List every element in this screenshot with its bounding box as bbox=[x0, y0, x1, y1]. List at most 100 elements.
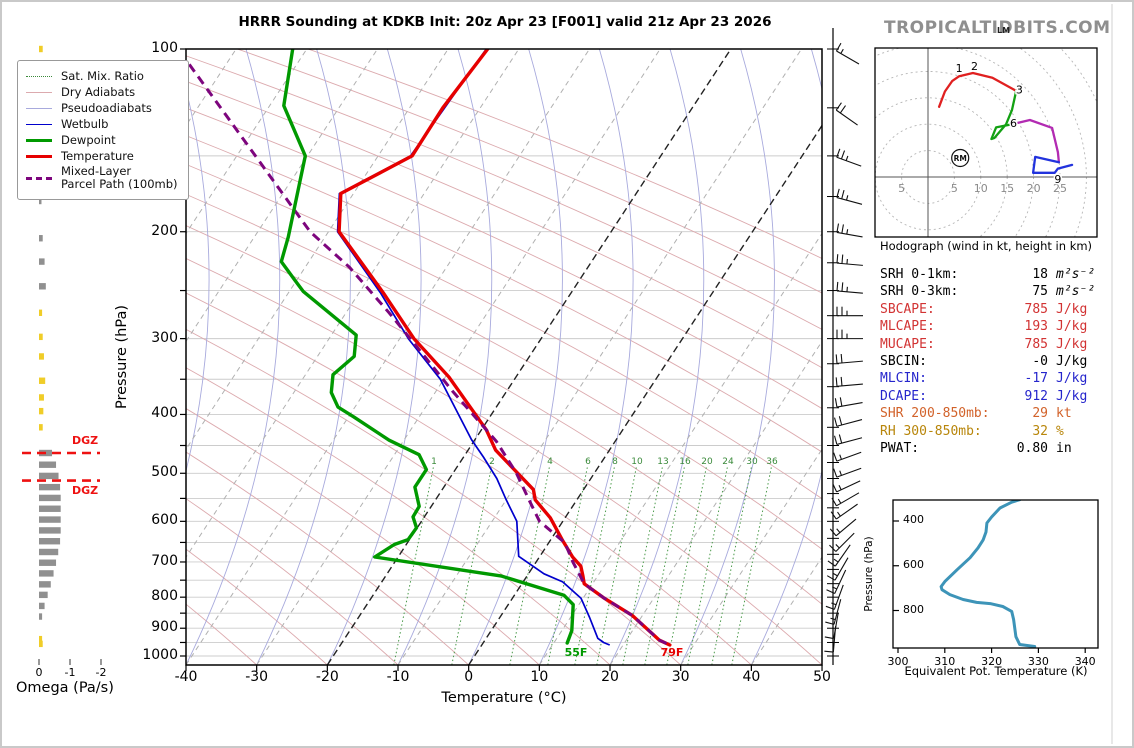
wind-barb bbox=[829, 518, 857, 537]
wind-barb bbox=[834, 416, 863, 427]
pressure-tick-label: 800 bbox=[151, 588, 178, 605]
temperature-tick-label: 20 bbox=[601, 669, 619, 685]
wind-barb bbox=[826, 557, 849, 581]
omega-bar bbox=[39, 377, 46, 384]
legend-label: Sat. Mix. Ratio bbox=[61, 69, 144, 83]
theta-e-pressure-tick: 600 bbox=[903, 557, 924, 571]
omega-bar bbox=[39, 394, 44, 401]
omega-bar bbox=[39, 309, 43, 316]
pressure-tick-label: 400 bbox=[151, 405, 178, 422]
left-mover-marker: LM bbox=[997, 26, 1011, 35]
legend: Sat. Mix. Ratio Dry Adiabats Pseudoadiab… bbox=[17, 60, 189, 201]
svg-text:10: 10 bbox=[974, 182, 988, 195]
hodograph-trace-6-9km bbox=[1010, 118, 1061, 164]
omega-bar bbox=[39, 559, 57, 566]
wind-barb bbox=[824, 626, 837, 653]
stat-row: RH 300-850mb: 32% bbox=[880, 423, 1064, 439]
hodograph-caption: Hodograph (wind in kt, height in km) bbox=[879, 239, 1093, 253]
pressure-tick-label: 700 bbox=[151, 552, 178, 569]
svg-text:2: 2 bbox=[971, 60, 978, 73]
mixing-ratio-label: 13 bbox=[657, 457, 669, 467]
omega-bar bbox=[39, 640, 43, 648]
hodograph-trace-0-3km bbox=[937, 71, 1018, 108]
mixing-ratio-label: 1 bbox=[431, 457, 437, 467]
wind-barb bbox=[833, 467, 862, 478]
pressure-tick-label: 500 bbox=[151, 464, 178, 481]
svg-text:15: 15 bbox=[1000, 182, 1014, 195]
stat-row: SRH 0-1km: 18 m²s⁻² bbox=[880, 267, 1096, 282]
watermark: TROPICALTIDBITS.COM bbox=[884, 18, 1111, 38]
omega-bar bbox=[39, 472, 59, 480]
omega-bar bbox=[39, 333, 43, 341]
wind-barb bbox=[830, 503, 858, 520]
wind-barb bbox=[836, 306, 863, 317]
wind-barb bbox=[826, 569, 847, 595]
surface-dewpoint-label: 55F bbox=[564, 646, 588, 659]
wind-barb bbox=[834, 434, 863, 445]
omega-bar bbox=[39, 581, 51, 588]
stat-row: MLCAPE: 193 J/kg bbox=[880, 319, 1088, 335]
omega-tick-label: -1 bbox=[64, 666, 76, 679]
parcel-path-line-icon bbox=[26, 176, 52, 180]
omega-bar bbox=[39, 45, 43, 53]
theta-e-temp-tick: 340 bbox=[1074, 655, 1096, 668]
temperature-line-icon bbox=[26, 154, 52, 158]
omega-bar bbox=[39, 461, 57, 468]
hodograph-trace-9-12km bbox=[1031, 155, 1074, 174]
wind-barb bbox=[836, 329, 863, 340]
omega-bar bbox=[39, 635, 43, 643]
pressure-tick-label: 900 bbox=[151, 619, 178, 636]
mixing-ratio-label: 2 bbox=[489, 457, 495, 467]
stat-row: SBCIN: -0 J/kg bbox=[880, 354, 1088, 370]
omega-tick-label: 0 bbox=[35, 666, 43, 679]
wind-barb bbox=[829, 532, 855, 552]
omega-bar bbox=[39, 505, 61, 512]
surface-temperature-label: 79F bbox=[660, 646, 684, 659]
wetbulb-line-icon bbox=[26, 123, 52, 125]
stat-row: MLCIN: -17 J/kg bbox=[880, 371, 1088, 387]
legend-item-dewpoint: Dewpoint bbox=[26, 133, 180, 147]
legend-item-wetbulb: Wetbulb bbox=[26, 117, 180, 131]
dewpoint-line-icon bbox=[26, 138, 52, 142]
pressure-tick-label: 600 bbox=[151, 512, 178, 529]
legend-label: Pseudoadiabats bbox=[61, 101, 152, 115]
theta-e-pressure-label: Pressure (hPa) bbox=[863, 536, 875, 612]
mixing-ratio-label: 20 bbox=[701, 457, 713, 467]
wind-barb bbox=[833, 451, 862, 462]
theta-e-caption: Equivalent Pot. Temperature (K) bbox=[904, 664, 1088, 678]
svg-text:9: 9 bbox=[1054, 173, 1061, 186]
omega-bar bbox=[39, 570, 54, 577]
stat-row: MUCAPE: 785 J/kg bbox=[880, 336, 1088, 352]
wind-barb bbox=[836, 223, 863, 238]
legend-label: Temperature bbox=[61, 149, 134, 163]
omega-bar bbox=[39, 602, 45, 610]
temperature-tick-label: -10 bbox=[386, 669, 410, 685]
wind-barb bbox=[832, 480, 861, 493]
svg-text:1: 1 bbox=[956, 62, 963, 75]
stat-row: PWAT: 0.80 in bbox=[880, 441, 1072, 457]
wind-barb bbox=[836, 254, 863, 266]
omega-bar bbox=[39, 591, 48, 599]
wind-barb bbox=[831, 492, 860, 507]
wind-barb bbox=[835, 353, 863, 364]
stat-row: DCAPE: 912 J/kg bbox=[880, 388, 1088, 404]
svg-text:6: 6 bbox=[1010, 117, 1017, 130]
wind-barb bbox=[835, 42, 860, 65]
omega-bar bbox=[39, 258, 45, 265]
omega-bar bbox=[39, 407, 44, 415]
mixing-ratio-label: 4 bbox=[547, 457, 553, 467]
pressure-tick-label: 200 bbox=[151, 222, 178, 239]
omega-bar bbox=[39, 538, 61, 545]
omega-bar bbox=[39, 527, 61, 534]
theta-e-temp-tick: 300 bbox=[887, 655, 909, 668]
legend-label: Wetbulb bbox=[61, 117, 109, 131]
svg-text:3: 3 bbox=[1016, 83, 1023, 96]
omega-axis-label: Omega (Pa/s) bbox=[16, 680, 114, 696]
wind-barb bbox=[825, 584, 844, 610]
wind-barb bbox=[825, 599, 842, 625]
legend-item-parcel-path: Mixed-Layer Parcel Path (100mb) bbox=[26, 164, 180, 191]
wind-barb bbox=[836, 281, 863, 294]
temperature-tick-label: 10 bbox=[530, 669, 549, 685]
legend-label: Dewpoint bbox=[61, 133, 116, 147]
